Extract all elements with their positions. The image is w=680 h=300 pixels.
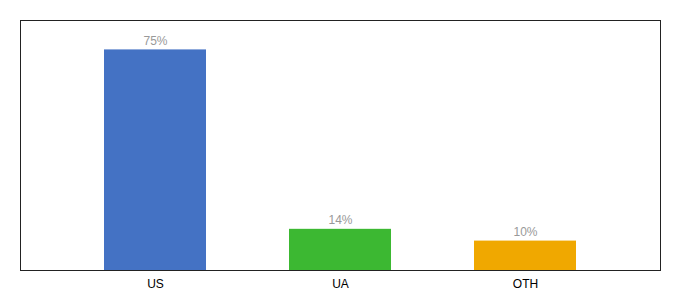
svg-text:US: US (147, 277, 164, 291)
svg-text:UA: UA (332, 277, 349, 291)
svg-text:10%: 10% (513, 225, 537, 239)
svg-text:OTH: OTH (513, 277, 538, 291)
svg-text:75%: 75% (143, 34, 167, 48)
svg-text:14%: 14% (328, 213, 352, 227)
